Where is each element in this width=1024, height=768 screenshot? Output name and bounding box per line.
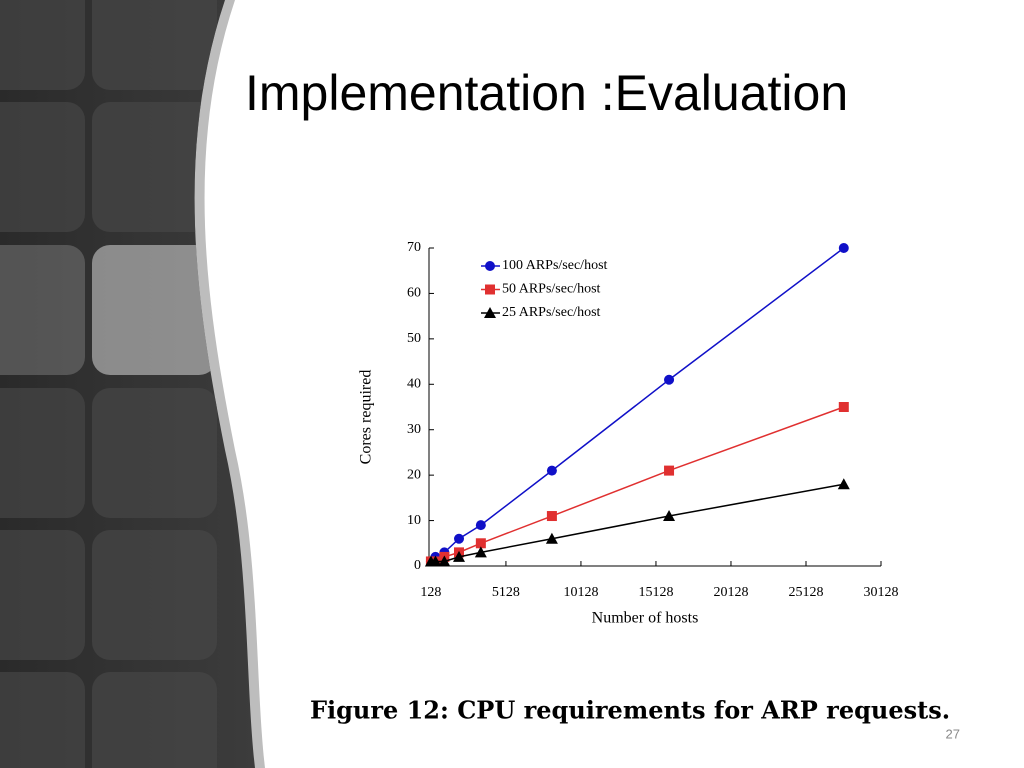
data-point [474, 546, 487, 558]
y-tick-label: 40 [407, 377, 421, 392]
x-tick-label: 20128 [713, 585, 748, 600]
y-tick-label: 70 [407, 240, 421, 255]
y-tick-label: 30 [407, 422, 421, 437]
series-line [430, 406, 845, 563]
y-axis-label: Cores required [358, 370, 375, 465]
x-tick-label: 5128 [492, 585, 520, 600]
data-point [663, 510, 676, 522]
y-tick-label: 10 [407, 513, 421, 528]
data-point [453, 550, 466, 562]
page-number: 27 [946, 726, 960, 741]
x-tick-label: 15128 [638, 585, 673, 600]
slide-title: Implementation :Evaluation [245, 65, 848, 121]
legend-marker [485, 284, 495, 295]
y-tick-label: 0 [414, 558, 421, 573]
data-point [429, 555, 442, 567]
data-point [837, 478, 850, 490]
data-point [475, 520, 486, 531]
x-tick-label: 30128 [864, 585, 899, 600]
legend-label: 50 ARPs/sec/host [502, 282, 601, 297]
y-tick-label: 60 [407, 286, 421, 301]
data-point [664, 374, 675, 385]
legend-marker [485, 261, 495, 271]
data-point [838, 402, 849, 412]
figure-caption: Figure 12: CPU requirements for ARP requ… [310, 696, 950, 725]
x-axis-label: Number of hosts [592, 610, 699, 627]
data-point [545, 532, 558, 544]
y-tick-label: 50 [407, 331, 421, 346]
data-point [475, 538, 486, 549]
chart: 0 10 20 30 40 50 60 70 128 5128 10128 15128 20128 251… [358, 240, 899, 626]
data-point [546, 465, 557, 476]
data-point [438, 555, 451, 567]
x-tick-label: 25128 [788, 585, 823, 600]
data-point [838, 243, 849, 253]
y-tick-label: 20 [407, 467, 421, 482]
legend-label: 100 ARPs/sec/host [502, 258, 608, 273]
decor-panel [0, 0, 265, 768]
series-line [430, 483, 844, 563]
legend-label: 25 ARPs/sec/host [502, 305, 601, 320]
legend-marker [484, 307, 496, 318]
data-point [664, 465, 675, 476]
x-tick-label: 128 [420, 585, 441, 600]
data-point [546, 511, 557, 522]
x-tick-label: 10128 [563, 585, 598, 600]
data-point [454, 533, 465, 544]
series-line [430, 247, 845, 562]
